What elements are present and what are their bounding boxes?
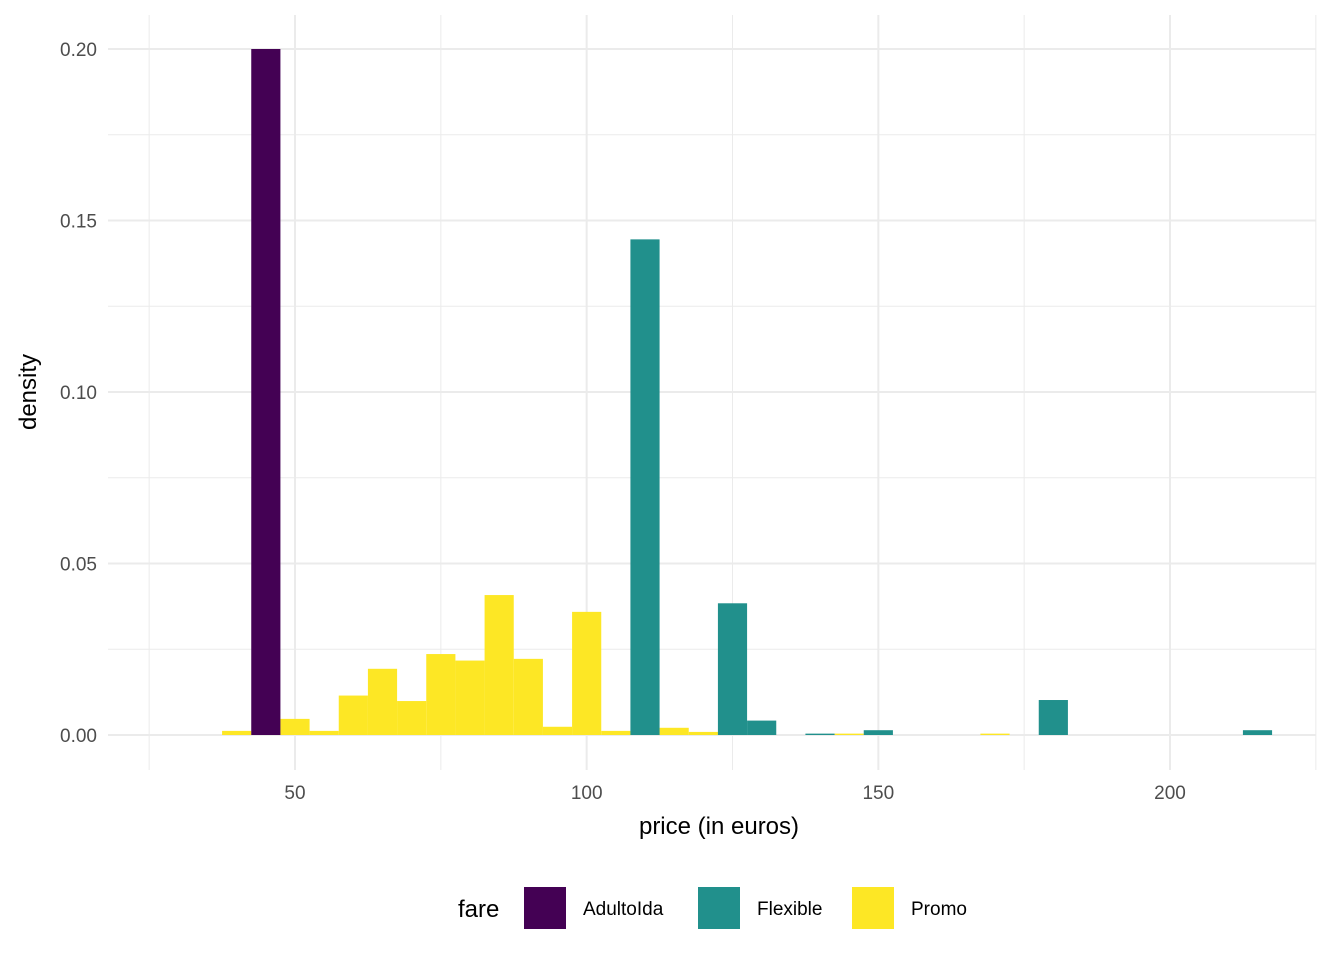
x-axis-title: price (in euros) <box>639 813 799 840</box>
histogram-bar <box>426 654 456 735</box>
legend-label: Promo <box>911 899 967 920</box>
legend-item-flexible: Flexible <box>698 887 822 929</box>
histogram-bar <box>367 668 398 735</box>
histogram-bar <box>980 733 1010 735</box>
histogram-bar <box>309 730 339 735</box>
x-tick-label: 200 <box>1154 783 1186 804</box>
histogram-bar <box>601 730 631 735</box>
histogram-bar <box>542 726 573 735</box>
y-tick-label: 0.05 <box>60 555 97 576</box>
histogram-bar <box>455 660 485 735</box>
legend-item-adultoida: AdultoIda <box>524 887 664 929</box>
histogram-bar <box>747 720 777 735</box>
histogram-bar <box>484 595 514 735</box>
y-tick-label: 0.00 <box>60 726 97 747</box>
x-axis-tick-labels: 50 100 150 200 <box>284 783 1185 804</box>
histogram-bar <box>805 733 835 735</box>
histogram-bar <box>222 730 252 735</box>
y-tick-label: 0.10 <box>60 383 97 404</box>
histogram-bars <box>222 49 1273 736</box>
legend-swatch <box>524 887 566 929</box>
y-axis-tick-labels: 0.00 0.05 0.10 0.15 0.20 <box>60 40 97 747</box>
legend-swatch <box>852 887 894 929</box>
series-promo <box>222 595 1010 735</box>
histogram-bar <box>659 727 689 735</box>
legend-swatch <box>698 887 740 929</box>
histogram-bar <box>834 733 864 735</box>
histogram-bar <box>338 695 368 735</box>
legend-label: AdultoIda <box>583 899 664 920</box>
histogram-bar <box>1038 700 1068 735</box>
histogram-bar <box>688 731 718 735</box>
histogram-bar <box>630 239 660 736</box>
x-tick-label: 150 <box>862 783 894 804</box>
histogram-bar <box>717 603 748 735</box>
series-adultoida <box>251 49 281 735</box>
legend-label: Flexible <box>757 899 822 920</box>
histogram-bar <box>863 730 893 735</box>
major-gridlines <box>108 15 1316 770</box>
y-tick-label: 0.15 <box>60 212 97 233</box>
y-tick-label: 0.20 <box>60 40 97 61</box>
histogram-bar <box>251 49 281 735</box>
legend-item-promo: Promo <box>852 887 967 929</box>
histogram-bar <box>280 718 310 735</box>
histogram-bar <box>1242 730 1273 735</box>
histogram-bar <box>397 701 427 735</box>
legend: fare AdultoIda Flexible Promo <box>458 887 967 929</box>
x-tick-label: 100 <box>571 783 603 804</box>
y-axis-title: density <box>15 354 42 430</box>
histogram-bar <box>513 658 543 735</box>
series-flexible <box>630 239 1273 736</box>
x-tick-label: 50 <box>284 783 305 804</box>
legend-title: fare <box>458 896 499 923</box>
histogram-bar <box>572 611 602 735</box>
